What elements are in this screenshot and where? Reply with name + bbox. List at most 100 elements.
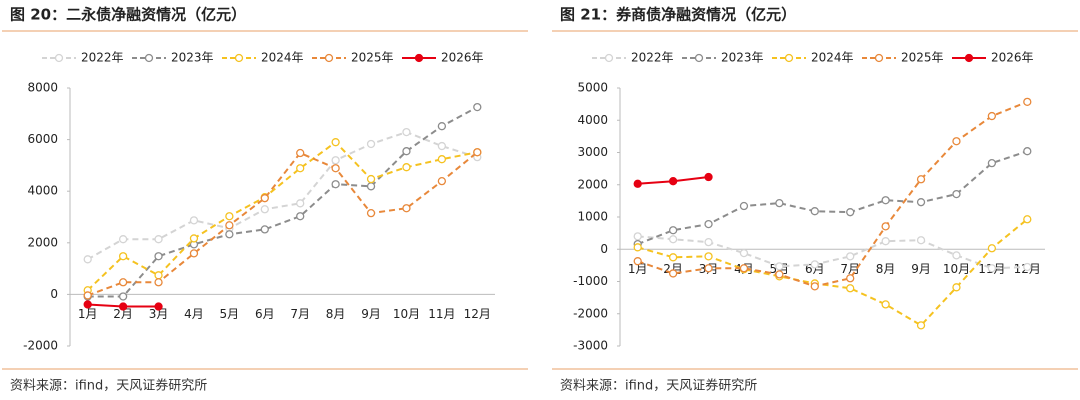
chart-title: 图 21：券商债净融资情况（亿元） xyxy=(560,6,796,24)
data-point xyxy=(437,122,447,131)
legend-label: 2026年 xyxy=(441,51,484,65)
y-tick-label: 8000 xyxy=(27,81,58,95)
data-point xyxy=(402,127,411,137)
data-point xyxy=(473,148,482,157)
y-tick-label: -1000 xyxy=(573,274,608,288)
x-tick-label: 2月 xyxy=(113,307,133,321)
data-point xyxy=(987,264,997,273)
x-tick-label: 12月 xyxy=(464,307,491,321)
data-point xyxy=(633,179,642,188)
y-tick-label: 2000 xyxy=(27,235,58,249)
data-point xyxy=(437,141,447,151)
data-point xyxy=(260,225,269,234)
data-point xyxy=(881,237,890,246)
legend-label: 2023年 xyxy=(721,51,764,65)
data-point xyxy=(704,172,713,182)
data-point xyxy=(668,253,678,262)
data-point xyxy=(225,221,234,230)
data-point xyxy=(952,283,961,292)
x-tick-label: 7月 xyxy=(290,307,310,321)
data-point xyxy=(739,201,749,211)
series-line xyxy=(637,218,1028,327)
y-tick-label: -2000 xyxy=(573,306,608,320)
x-tick-label: 1月 xyxy=(628,262,648,276)
y-tick-label: 5000 xyxy=(577,81,608,95)
y-tick-label: 4000 xyxy=(577,113,608,127)
data-point xyxy=(846,274,855,283)
data-point xyxy=(296,212,305,221)
data-point xyxy=(739,248,749,258)
data-point xyxy=(118,292,128,301)
data-point xyxy=(402,163,411,172)
data-point xyxy=(189,216,199,225)
data-point xyxy=(1023,215,1032,224)
data-point xyxy=(775,198,784,208)
data-point xyxy=(810,207,819,216)
legend-label: 2024年 xyxy=(811,51,854,65)
legend-marker xyxy=(964,53,974,63)
data-point xyxy=(704,238,713,247)
data-point xyxy=(118,252,128,261)
data-point xyxy=(846,252,855,261)
data-point xyxy=(916,175,926,184)
x-tick-label: 5月 xyxy=(220,307,240,321)
data-point xyxy=(154,252,163,261)
data-point xyxy=(739,264,749,273)
data-point xyxy=(366,182,376,191)
source-note: 资料来源：ifind，天风证券研究所 xyxy=(560,378,757,394)
data-point xyxy=(881,222,890,231)
y-tick-label: 6000 xyxy=(27,132,58,146)
data-point xyxy=(633,232,642,241)
series-line xyxy=(87,151,478,297)
data-point xyxy=(775,262,784,271)
x-tick-label: 11月 xyxy=(428,307,455,321)
y-tick-label: 0 xyxy=(50,287,58,301)
data-point xyxy=(810,282,819,291)
y-tick-label: 0 xyxy=(600,242,608,256)
data-point xyxy=(437,155,447,164)
data-point xyxy=(846,208,855,217)
legend-marker xyxy=(694,53,704,63)
legend-marker xyxy=(784,53,794,63)
legend-label: 2023年 xyxy=(171,51,214,65)
data-point xyxy=(668,226,678,235)
data-point xyxy=(83,300,92,309)
legend-label: 2024年 xyxy=(261,51,304,65)
x-tick-label: 8月 xyxy=(876,262,896,276)
series-line xyxy=(637,235,1028,270)
data-point xyxy=(331,156,340,165)
data-point xyxy=(83,255,92,264)
data-point xyxy=(331,180,340,189)
data-point xyxy=(402,204,411,213)
source-note: 资料来源：ifind，天风证券研究所 xyxy=(10,378,207,394)
data-point xyxy=(881,196,890,205)
data-point xyxy=(366,174,376,184)
data-point xyxy=(881,300,890,309)
data-point xyxy=(916,321,926,330)
legend-marker xyxy=(874,53,884,63)
legend-label: 2025年 xyxy=(351,51,394,65)
data-point xyxy=(704,252,713,261)
data-point xyxy=(118,278,128,287)
data-point xyxy=(668,235,678,244)
y-tick-label: 2000 xyxy=(577,177,608,191)
legend-label: 2022年 xyxy=(81,51,124,65)
data-point xyxy=(260,205,269,214)
x-tick-label: 7月 xyxy=(840,262,860,276)
data-point xyxy=(154,235,163,244)
data-point xyxy=(154,302,163,311)
x-tick-label: 8月 xyxy=(326,307,346,321)
x-tick-label: 6月 xyxy=(805,262,825,276)
data-point xyxy=(260,194,269,203)
data-point xyxy=(952,189,961,199)
legend-marker xyxy=(144,53,154,63)
series-line xyxy=(637,100,1028,288)
data-point xyxy=(704,264,713,273)
y-tick-label: -2000 xyxy=(23,339,58,353)
legend-label: 2025年 xyxy=(901,51,944,65)
legend-label: 2026年 xyxy=(991,51,1034,65)
data-point xyxy=(846,284,855,293)
chart-title: 图 20：二永债净融资情况（亿元） xyxy=(10,6,246,24)
chart-panel: 图 21：券商债净融资情况（亿元） 资料来源：ifind，天风证券研究所 -3000… xyxy=(552,6,1078,394)
data-point xyxy=(952,137,961,146)
